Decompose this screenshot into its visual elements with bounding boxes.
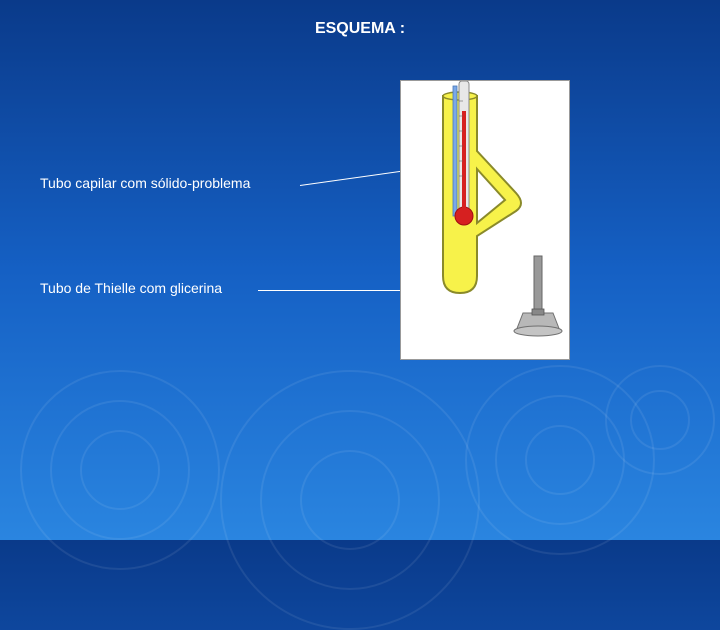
thiele-apparatus-diagram — [400, 80, 570, 360]
slide-title: ESQUEMA : — [315, 20, 405, 38]
label-thiele: Tubo de Thielle com glicerina — [40, 280, 222, 296]
capillary-tube-icon — [453, 86, 457, 216]
bunsen-burner-icon — [514, 256, 562, 336]
label-capillary: Tubo capilar com sólido-problema — [40, 175, 250, 191]
